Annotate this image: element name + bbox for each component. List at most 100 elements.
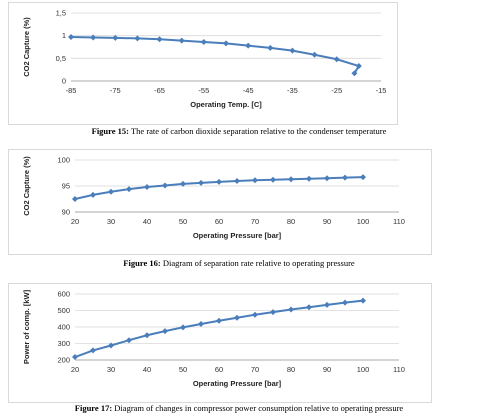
x-tick-label: 90 <box>323 365 331 374</box>
data-point-marker <box>180 180 186 187</box>
x-tick-label: 40 <box>143 365 151 374</box>
x-tick-label: 40 <box>143 217 151 226</box>
series-line <box>74 299 364 358</box>
chart-frame-fig16: 90 95 100 20 30 40 50 60 70 80 90 100 110 Operating P… <box>8 149 432 255</box>
data-point-marker <box>216 178 222 185</box>
data-point-marker <box>342 174 348 181</box>
y-axis-title: Power of comp. [kW] <box>22 289 31 364</box>
x-tick-label: -75 <box>110 86 121 95</box>
y-tick-label: 95 <box>62 182 70 191</box>
x-tick-label: -45 <box>243 86 254 95</box>
x-tick-label: -35 <box>287 86 298 95</box>
caption-fig16: Figure 16: Diagram of separation rate re… <box>0 258 478 268</box>
x-tick-label: -65 <box>154 86 165 95</box>
data-point-marker <box>355 63 362 70</box>
x-tick-label: 50 <box>179 365 187 374</box>
caption-fig17-text: Diagram of changes in compressor power c… <box>112 403 404 413</box>
y-axis-title: CO2 Capture (%) <box>22 17 31 77</box>
data-point-marker <box>200 39 207 46</box>
y-axis-title: CO2 Capture (%) <box>22 156 31 216</box>
data-point-marker <box>108 342 114 349</box>
chart-frame-fig15: 0 0,5 1 1,5 -85 -75 -65 -55 -45 -35 -25 -15 Operatin… <box>8 2 398 125</box>
data-point-marker <box>162 328 168 335</box>
data-point-marker <box>324 301 330 308</box>
caption-fig17-label: Figure 17: <box>74 403 113 413</box>
y-tick-label: 600 <box>57 290 70 299</box>
x-tick-label: 110 <box>393 365 405 374</box>
x-tick-label: 70 <box>251 217 259 226</box>
x-tick-label: 70 <box>251 365 259 374</box>
data-point-marker <box>351 70 358 77</box>
x-tick-label: 20 <box>71 365 79 374</box>
data-point-marker <box>360 174 366 181</box>
data-point-marker <box>126 337 132 344</box>
x-tick-label: -55 <box>198 86 209 95</box>
data-point-marker <box>198 321 204 328</box>
data-point-marker <box>126 186 132 193</box>
caption-fig16-text: Diagram of separation rate relative to o… <box>160 258 355 268</box>
x-tick-label: 60 <box>215 365 223 374</box>
data-point-marker <box>223 40 229 47</box>
data-point-marker <box>180 324 186 331</box>
data-point-marker <box>311 51 318 58</box>
caption-fig15: Figure 15: The rate of carbon dioxide se… <box>0 126 478 136</box>
data-point-marker <box>289 47 296 54</box>
data-point-marker <box>134 35 141 42</box>
x-axis-title: Operating Temp. [C] <box>190 100 262 109</box>
x-axis-title: Operating Pressure [bar] <box>193 379 282 388</box>
x-tick-label: 20 <box>71 217 79 226</box>
x-tick-label: 100 <box>357 217 370 226</box>
data-point-marker <box>90 347 96 354</box>
data-point-marker <box>288 176 294 183</box>
data-point-marker <box>306 175 312 182</box>
data-point-marker <box>267 44 274 51</box>
y-tick-label: 200 <box>57 356 70 365</box>
y-tick-label: 300 <box>57 339 70 348</box>
x-tick-label: 60 <box>215 217 223 226</box>
x-tick-label: -85 <box>66 86 77 95</box>
chart-fig15: 0 0,5 1 1,5 -85 -75 -65 -55 -45 -35 -25 -15 Operatin… <box>22 9 386 110</box>
x-tick-label: 80 <box>287 217 295 226</box>
data-point-marker <box>288 306 294 313</box>
data-point-marker <box>360 297 366 304</box>
data-point-marker <box>245 42 252 49</box>
chart-frame-fig17: 200 300 400 500 600 20 30 40 50 60 70 80 90 100 110 Ope… <box>8 283 432 403</box>
data-point-marker <box>162 182 168 189</box>
data-point-marker <box>90 191 96 198</box>
data-point-marker <box>112 34 119 41</box>
x-axis-title: Operating Pressure [bar] <box>193 231 282 240</box>
caption-fig16-label: Figure 16: <box>123 258 161 268</box>
data-point-marker <box>234 314 240 321</box>
x-tick-label: 50 <box>179 217 187 226</box>
data-point-marker <box>333 56 340 63</box>
data-point-marker <box>342 299 348 306</box>
data-point-marker <box>144 332 150 339</box>
y-tick-label: 1 <box>62 31 66 40</box>
x-tick-label: 30 <box>107 217 115 226</box>
y-tick-label: 0,5 <box>56 54 66 63</box>
y-tick-label: 400 <box>57 323 70 332</box>
y-tick-label: 500 <box>57 306 70 315</box>
x-tick-label: 30 <box>107 365 115 374</box>
y-tick-label: 100 <box>57 156 70 165</box>
x-tick-label: 80 <box>287 365 295 374</box>
data-point-marker <box>234 178 240 185</box>
data-point-marker <box>72 196 78 202</box>
y-tick-label: 90 <box>62 208 70 217</box>
data-point-marker <box>252 311 258 318</box>
x-tick-label: 100 <box>357 365 370 374</box>
data-point-marker <box>324 175 330 182</box>
caption-fig15-label: Figure 15: <box>91 126 130 136</box>
data-point-marker <box>108 188 114 195</box>
data-point-marker <box>270 176 276 183</box>
data-point-marker <box>144 184 150 191</box>
data-point-marker <box>178 37 185 44</box>
x-tick-label: -25 <box>331 86 342 95</box>
data-point-marker <box>156 36 163 43</box>
chart-fig16: 90 95 100 20 30 40 50 60 70 80 90 100 110 Operating P… <box>22 156 405 241</box>
data-point-marker <box>90 34 97 41</box>
chart-fig17: 200 300 400 500 600 20 30 40 50 60 70 80 90 100 110 Ope… <box>22 289 405 388</box>
y-tick-label: 0 <box>62 77 66 86</box>
data-point-marker <box>252 177 258 184</box>
caption-fig17: Figure 17: Diagram of changes in compres… <box>0 403 478 413</box>
